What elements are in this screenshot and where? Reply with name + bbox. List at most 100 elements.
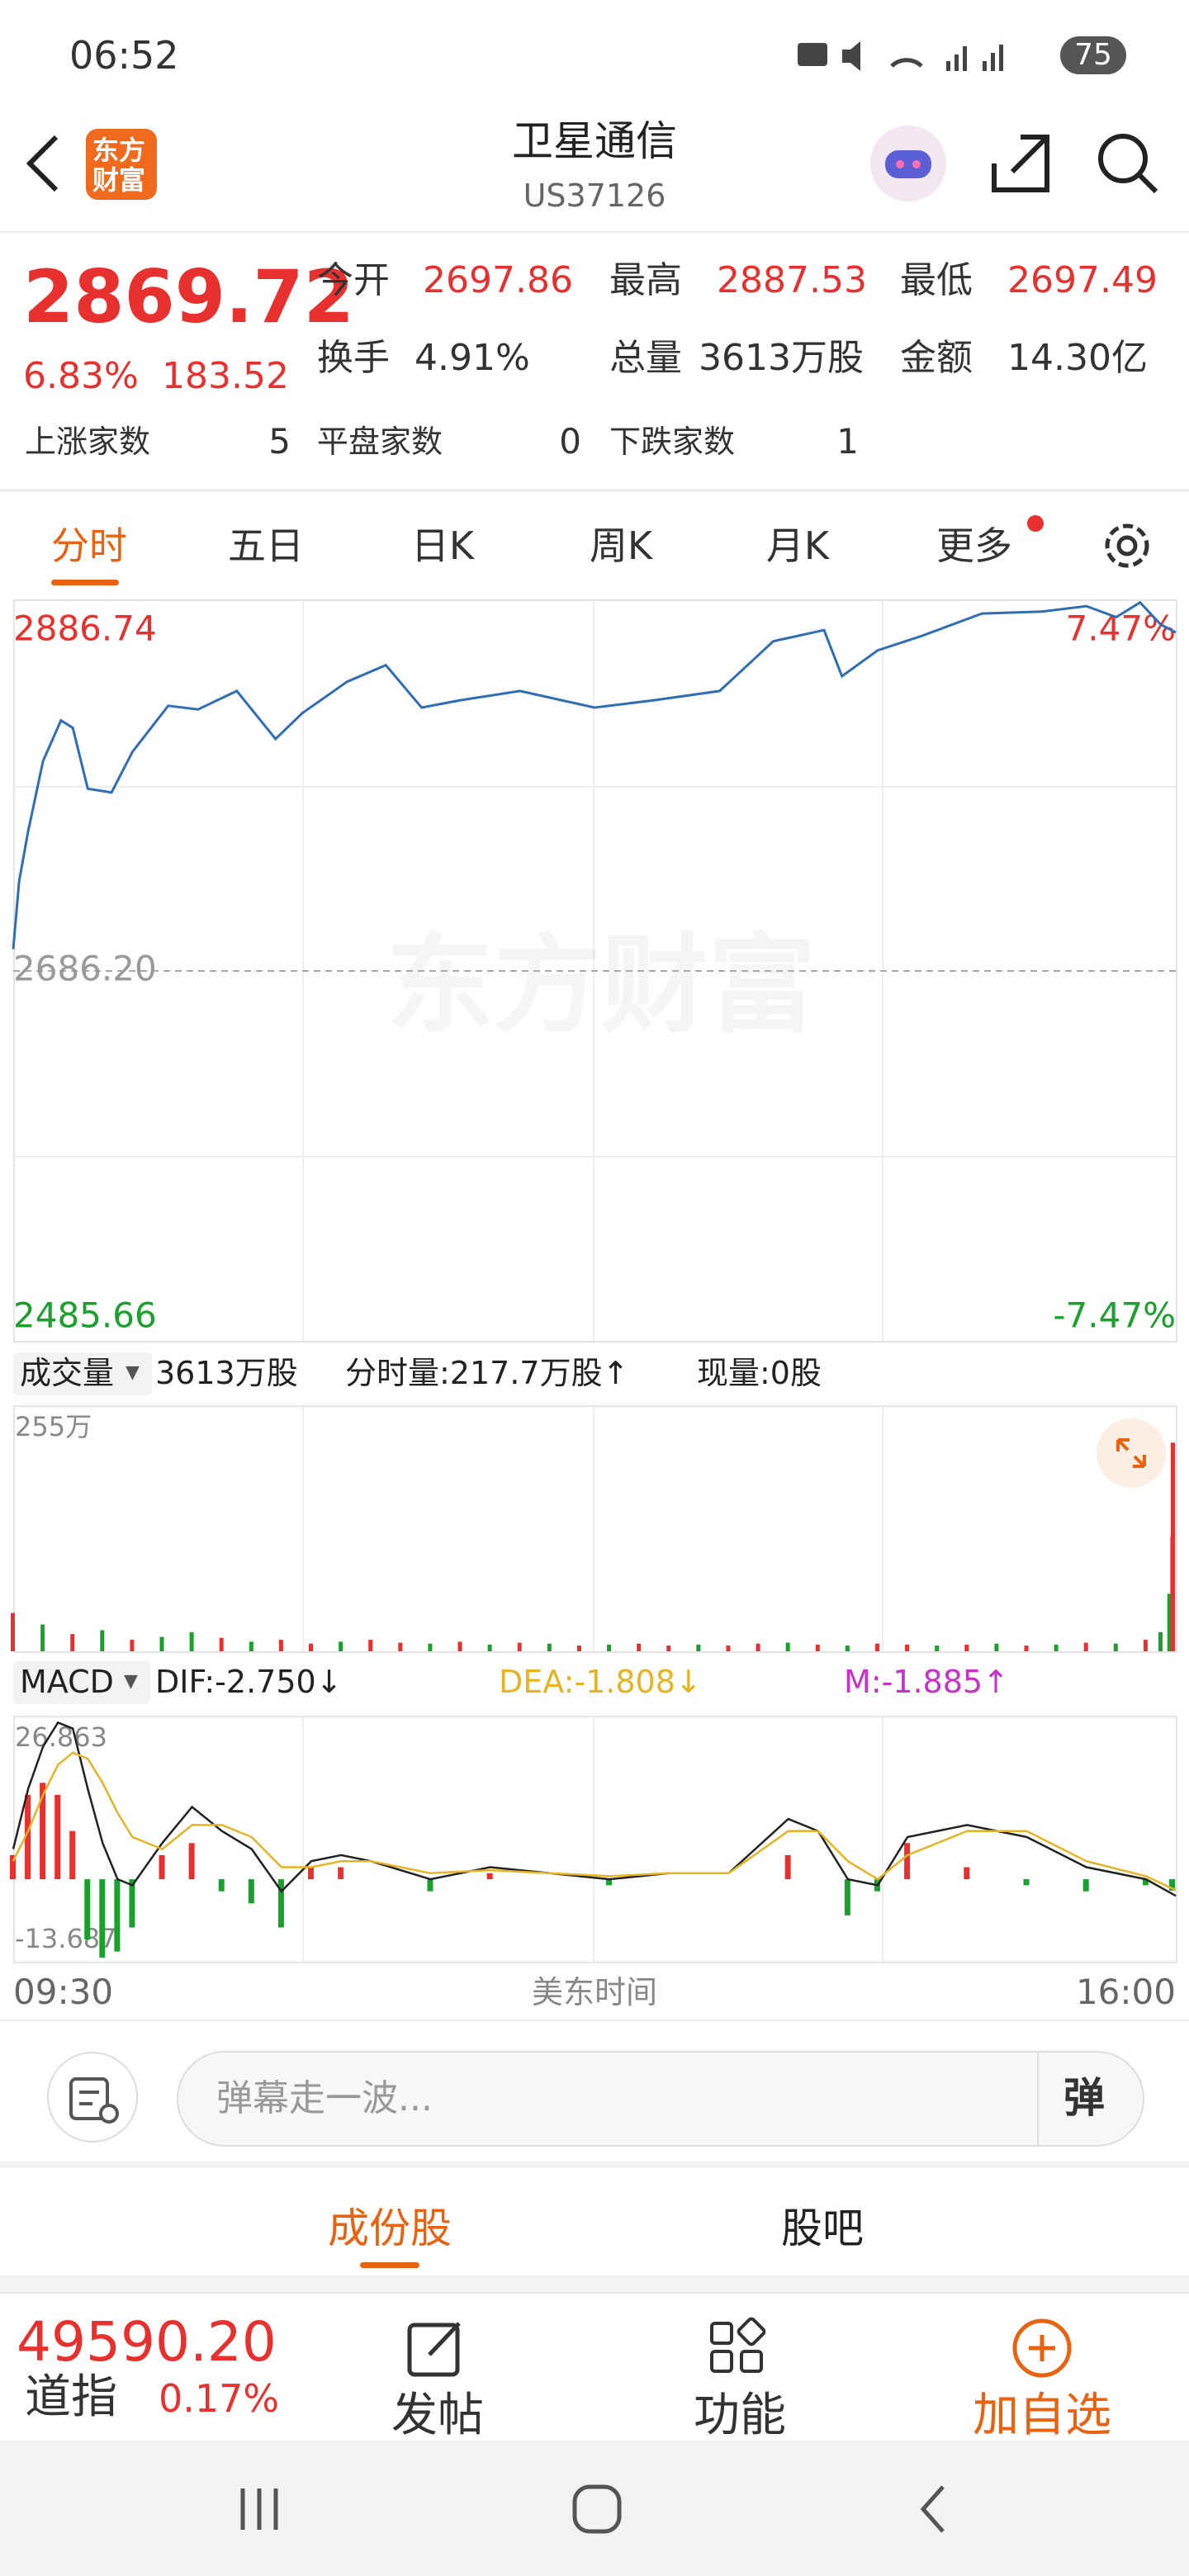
volume-bar (1054, 1644, 1059, 1651)
function-button[interactable]: 功能 (694, 2389, 786, 2442)
field-value: 14.30亿 (1007, 337, 1148, 379)
nav-buttons[interactable] (239, 2482, 950, 2540)
dea-value: DEA:-1.808↓ (499, 1664, 702, 1700)
period-tab[interactable]: 月K (765, 523, 830, 568)
period-tab[interactable]: 日K (410, 523, 475, 568)
count-label: 平盘家数 (317, 424, 443, 460)
volume-bar (159, 1636, 164, 1651)
macd-bar (1023, 1879, 1030, 1886)
count-label: 上涨家数 (25, 424, 151, 460)
period-tab[interactable]: 五日 (228, 523, 304, 568)
settings-button[interactable] (1098, 517, 1156, 575)
current-volume: 现量:0股 (697, 1355, 822, 1391)
macd-line (12, 1751, 1177, 1892)
comment-placeholder: 弹幕走一波... (216, 2077, 433, 2119)
volume-bar (666, 1646, 671, 1651)
indicator-selector-label: MACD (20, 1664, 114, 1700)
volume-bar (994, 1643, 999, 1651)
macd-bar (114, 1879, 121, 1952)
volume-bar (309, 1643, 314, 1651)
x-tick-label: 16:00 (1075, 1972, 1176, 2012)
volume-selector[interactable] (13, 1352, 152, 1395)
battery: 75 (1060, 36, 1126, 74)
divider (0, 2020, 1189, 2021)
macd-bar (99, 1879, 106, 1958)
post-button[interactable]: 发帖 (391, 2389, 484, 2442)
nav-bar (0, 2441, 1189, 2576)
volume-bar (964, 1644, 969, 1651)
indicator-selector[interactable] (13, 1661, 150, 1704)
volume-bar (70, 1634, 75, 1651)
assistant-avatar[interactable] (869, 124, 948, 203)
dropdown-arrow: ▼ (124, 1671, 138, 1692)
volume-bar (637, 1643, 642, 1651)
divider (0, 2275, 1189, 2292)
y-tick-label: 26.863 (15, 1721, 107, 1753)
volume-bar (815, 1644, 820, 1651)
volume-bar (1024, 1646, 1029, 1651)
back-button[interactable] (23, 134, 64, 192)
volume-bar (487, 1644, 492, 1651)
volume-panel (13, 1405, 1177, 1653)
share-button[interactable] (988, 130, 1054, 197)
macd-bar (54, 1794, 61, 1880)
period-tab[interactable]: 周K (589, 523, 653, 568)
volume-bar (607, 1644, 612, 1651)
period-tab[interactable]: 分时 (51, 523, 127, 568)
tab-indicator (51, 580, 119, 585)
volume-chart: 255万 (11, 1406, 1176, 1651)
volume-bar (547, 1643, 552, 1651)
macd-bar (904, 1843, 911, 1880)
field-label: 金额 (900, 337, 973, 379)
dif-value: DIF:-2.750↓ (155, 1664, 343, 1700)
macd-bar (25, 1794, 31, 1880)
field-label: 今开 (317, 259, 390, 301)
panel-divider (302, 1717, 304, 1962)
logo-text: 东方 (92, 135, 146, 166)
post-icon (407, 2322, 461, 2377)
danmaku-button[interactable]: 弹 (1063, 2074, 1105, 2122)
volume-bar (428, 1643, 433, 1651)
stock-name: 卫星通信 (512, 117, 677, 165)
volume-bar (874, 1643, 879, 1651)
status-time: 06:52 (69, 33, 179, 78)
count-value: 0 (559, 421, 581, 462)
minute-volume: 分时量:217.7万股↑ (345, 1355, 629, 1391)
m-value: M:-1.885↑ (844, 1664, 1009, 1700)
field-value: 2887.53 (717, 259, 867, 301)
volume-selector-label: 成交量 (20, 1355, 115, 1391)
period-tab[interactable]: 更多 (936, 523, 1012, 568)
macd-bar (84, 1879, 91, 1940)
add-watchlist-button[interactable]: 加自选 (973, 2389, 1111, 2442)
panel-divider (882, 1717, 883, 1962)
field-label: 最低 (900, 259, 973, 301)
danmaku-settings[interactable] (46, 2051, 142, 2147)
panel-divider (15, 1156, 1176, 1158)
volume-bar (457, 1641, 462, 1651)
macd-bar (1082, 1879, 1089, 1892)
last-price: 2869.72 (23, 254, 354, 339)
add-watchlist-icon (1012, 2318, 1072, 2378)
section-tab[interactable]: 股吧 (781, 2204, 864, 2252)
search-button[interactable] (1095, 130, 1161, 197)
volume-bar (249, 1641, 253, 1651)
macd-bar (784, 1854, 791, 1880)
field-value: 4.91% (414, 337, 530, 379)
section-tab[interactable]: 成份股 (328, 2204, 452, 2252)
volume-bar (100, 1630, 105, 1651)
price-line (12, 600, 1177, 949)
comment-input[interactable]: 弹幕走一波... 弹 (177, 2051, 1144, 2147)
expand-button[interactable] (1095, 1417, 1169, 1491)
badge (1027, 515, 1044, 532)
bottom-toolbar: 49590.20 道指 0.17% 发帖 功能 加自选 (0, 2292, 1189, 2442)
panel-divider (593, 1407, 594, 1651)
macd-bar (218, 1879, 225, 1892)
macd-bar (427, 1879, 433, 1892)
macd-bar (308, 1867, 315, 1880)
divider (0, 489, 1189, 492)
stock-code: US37126 (523, 178, 666, 214)
volume-bar (1158, 1631, 1163, 1651)
